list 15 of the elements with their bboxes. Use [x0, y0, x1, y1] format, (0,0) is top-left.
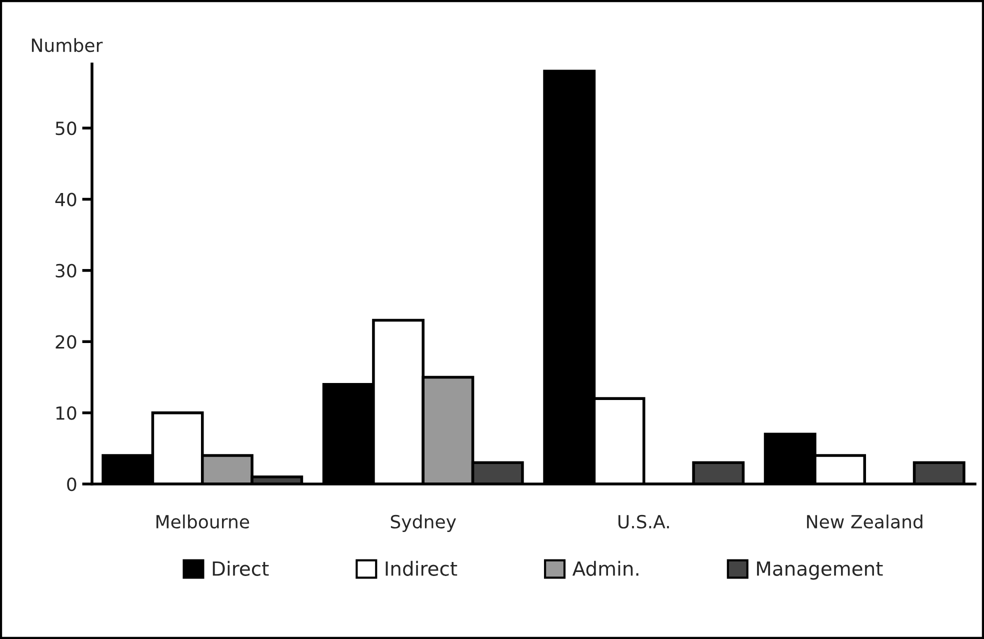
legend-label: Admin.	[572, 560, 638, 576]
y-tick-label: 10	[56, 406, 76, 420]
x-tick-label: U.S.A.	[618, 514, 669, 529]
legend-label: Indirect	[386, 560, 458, 576]
y-tick-label: 40	[55, 192, 76, 206]
y-tick-label: 30	[56, 264, 76, 278]
y-axis-title: Number	[32, 38, 103, 52]
x-tick-label: New Zealand	[807, 514, 922, 529]
x-tick-label: Sydney	[390, 514, 456, 532]
legend-label: Direct	[212, 560, 269, 576]
y-tick-label: 20	[56, 335, 76, 349]
x-tick-label: Melbourne	[156, 514, 250, 529]
y-tick-label: 50	[56, 122, 76, 136]
legend-label: Management	[757, 561, 883, 580]
y-tick-label: 0	[67, 477, 76, 492]
